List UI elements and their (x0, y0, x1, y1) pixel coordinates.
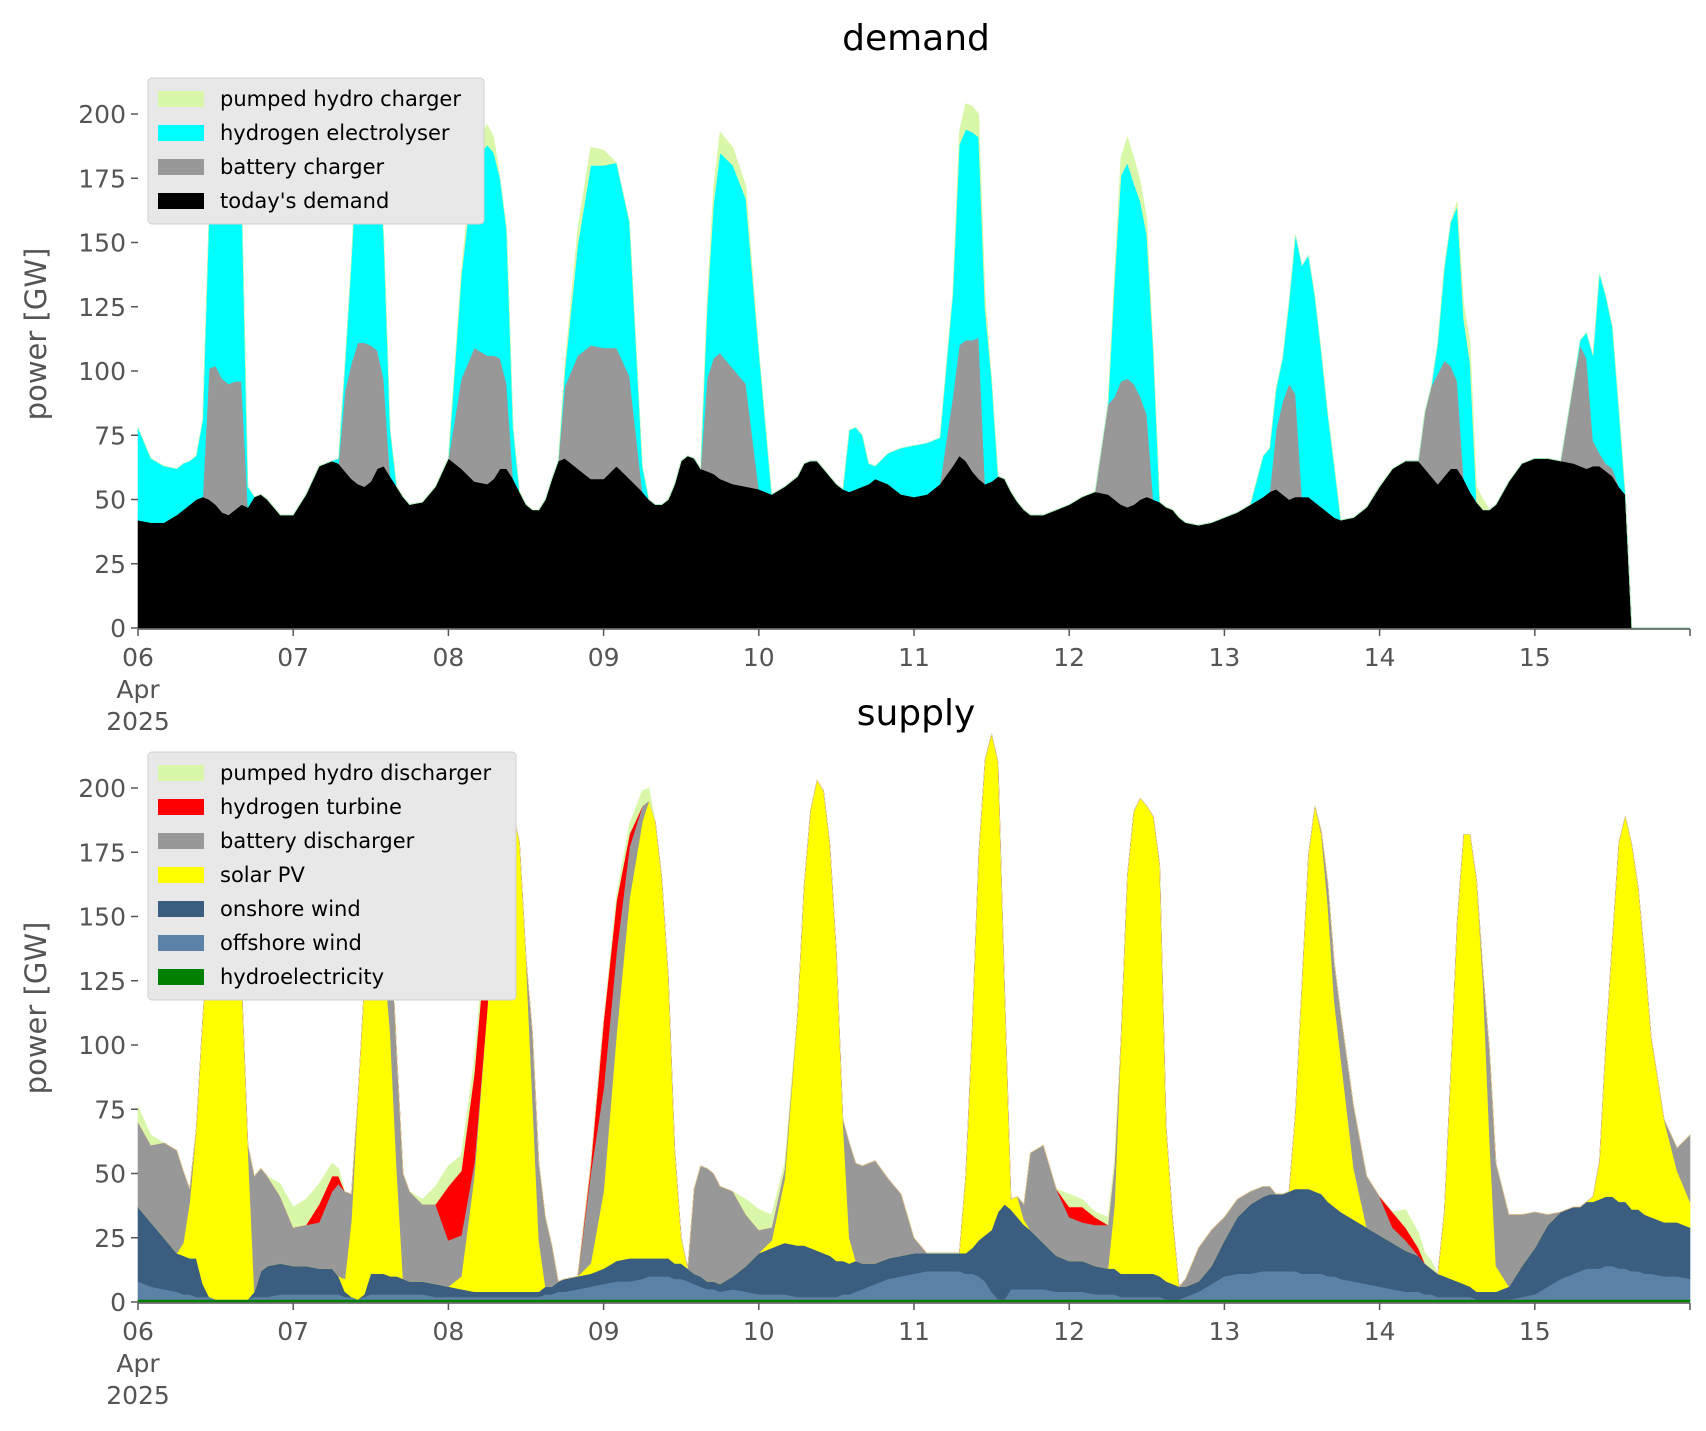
supply-legend-box (147, 751, 517, 1001)
supply-y-tick-label: 175 (78, 838, 126, 867)
supply-x-axis: 06 Apr 2025 07 08 09 10 11 12 13 14 15 (106, 1302, 1691, 1410)
supply-legend-label-hydroelectricity: hydroelectricity (220, 965, 384, 989)
supply-y-tick-label: 150 (78, 903, 126, 932)
demand-x-tick-label: 15 (1519, 643, 1551, 672)
supply-legend-swatch-onshore-wind (158, 901, 204, 917)
supply-area-hydroelectricity (137, 1299, 1691, 1303)
supply-legend-label-hydrogen-turbine: hydrogen turbine (220, 795, 402, 819)
demand-area-pumped-hydro-charger (137, 103, 1690, 629)
demand-x-axis: 06 Apr 2025 07 08 09 10 11 12 13 14 15 (106, 628, 1691, 736)
supply-x-tick-label: 10 (743, 1317, 775, 1346)
supply-legend-swatch-solar-pv (158, 867, 204, 883)
supply-x-tick-label: 15 (1519, 1317, 1551, 1346)
supply-x-tick-label: 11 (898, 1317, 930, 1346)
demand-x-tick-label: 2025 (106, 707, 170, 736)
supply-legend-swatch-hydroelectricity (158, 969, 204, 985)
demand-y-tick-label: 100 (78, 357, 126, 386)
demand-y-tick-label: 0 (110, 614, 126, 643)
demand-chart-title: demand (842, 18, 990, 59)
supply-legend-label-solar-pv: solar PV (220, 863, 305, 887)
demand-x-tick-label: 06 (122, 643, 154, 672)
demand-y-tick-label: 75 (94, 421, 126, 450)
demand-x-tick-label: 14 (1364, 643, 1396, 672)
demand-legend-box (147, 77, 485, 225)
demand-legend-swatch-battery-charger (158, 159, 204, 175)
supply-legend-label-offshore-wind: offshore wind (220, 931, 362, 955)
supply-y-tick-label: 100 (78, 1031, 126, 1060)
demand-x-tick-label: 11 (898, 643, 930, 672)
demand-legend-swatch-today-s-demand (158, 193, 204, 209)
supply-x-tick-label: Apr (116, 1349, 160, 1378)
supply-areas (137, 733, 1691, 1303)
demand-y-tick-label: 125 (78, 293, 126, 322)
demand-legend-label-hydrogen-electrolyser: hydrogen electrolyser (220, 121, 450, 145)
demand-y-axis: 0 25 50 75 100 125 150 175 200 (78, 100, 138, 643)
demand-y-tick-label: 50 (94, 486, 126, 515)
supply-legend-label-battery-discharger: battery discharger (220, 829, 415, 853)
supply-x-tick-label: 07 (277, 1317, 309, 1346)
supply-y-tick-label: 0 (110, 1288, 126, 1317)
supply-y-tick-label: 50 (94, 1160, 126, 1189)
supply-legend-label-pumped-hydro-discharger: pumped hydro discharger (220, 761, 491, 785)
demand-legend-swatch-pumped-hydro-charger (158, 91, 204, 107)
demand-legend-label-today-s-demand: today's demand (220, 189, 389, 213)
demand-x-tick-label: 12 (1053, 643, 1085, 672)
demand-legend-swatch-hydrogen-electrolyser (158, 125, 204, 141)
demand-y-tick-label: 175 (78, 164, 126, 193)
demand-legend-label-pumped-hydro-charger: pumped hydro charger (220, 87, 461, 111)
demand-legend-label-battery-charger: battery charger (220, 155, 385, 179)
demand-y-tick-label: 150 (78, 229, 126, 258)
supply-x-tick-label: 06 (122, 1317, 154, 1346)
supply-x-tick-label: 09 (588, 1317, 620, 1346)
supply-legend: pumped hydro discharger hydrogen turbine b… (147, 751, 517, 1001)
supply-y-tick-label: 125 (78, 967, 126, 996)
demand-x-tick-label: Apr (116, 675, 160, 704)
supply-y-tick-label: 75 (94, 1095, 126, 1124)
supply-y-tick-label: 200 (78, 774, 126, 803)
supply-x-tick-label: 2025 (106, 1381, 170, 1410)
demand-legend: pumped hydro charger hydrogen electrolyse… (147, 77, 485, 225)
supply-x-tick-label: 08 (432, 1317, 464, 1346)
supply-legend-label-onshore-wind: onshore wind (220, 897, 361, 921)
supply-x-tick-label: 12 (1053, 1317, 1085, 1346)
demand-y-tick-label: 25 (94, 550, 126, 579)
demand-x-tick-label: 10 (743, 643, 775, 672)
supply-y-tick-label: 25 (94, 1224, 126, 1253)
supply-legend-swatch-pumped-hydro-discharger (158, 765, 204, 781)
demand-y-tick-label: 200 (78, 100, 126, 129)
supply-x-tick-label: 13 (1208, 1317, 1240, 1346)
supply-y-axis: 0 25 50 75 100 125 150 175 200 (78, 774, 138, 1317)
demand-x-tick-label: 08 (432, 643, 464, 672)
demand-areas (137, 103, 1690, 629)
supply-y-axis-label: power [GW] (19, 922, 53, 1095)
demand-x-tick-label: 09 (588, 643, 620, 672)
demand-y-axis-label: power [GW] (19, 248, 53, 421)
supply-area-pumped-hydro-discharger (137, 733, 1691, 1288)
supply-legend-swatch-offshore-wind (158, 935, 204, 951)
supply-chart-title: supply (857, 693, 976, 734)
supply-legend-swatch-hydrogen-turbine (158, 799, 204, 815)
supply-x-tick-label: 14 (1364, 1317, 1396, 1346)
demand-x-tick-label: 13 (1208, 643, 1240, 672)
supply-legend-swatch-battery-discharger (158, 833, 204, 849)
demand-x-tick-label: 07 (277, 643, 309, 672)
